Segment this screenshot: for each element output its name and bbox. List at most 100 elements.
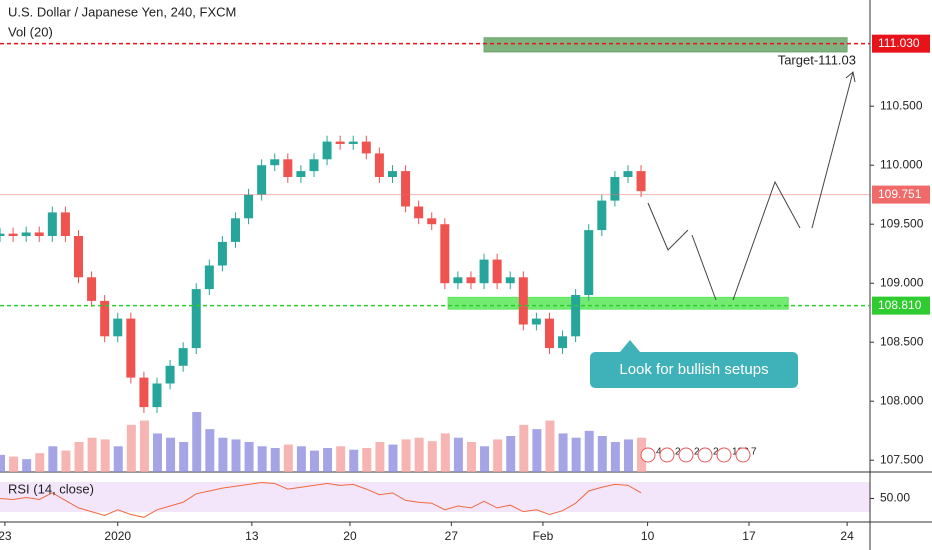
- candle-body: [0, 233, 5, 236]
- candle-body: [610, 177, 620, 201]
- candle-body: [100, 300, 110, 337]
- candle-body: [479, 259, 489, 284]
- arrow: [732, 180, 801, 301]
- volume-bar: [244, 442, 254, 472]
- candle-body: [531, 318, 541, 325]
- candle-body: [270, 159, 280, 166]
- event-badge-text: 4: [656, 447, 662, 458]
- target-label: Target-111.03: [778, 52, 856, 67]
- price-label: 111.030: [878, 36, 920, 50]
- volume-bar: [584, 430, 594, 472]
- volume-bar: [22, 459, 32, 472]
- event-badge-text: 7: [751, 447, 757, 458]
- candle-body: [34, 232, 44, 236]
- y-tick-label: 110.000: [880, 157, 923, 171]
- volume-bar: [231, 439, 241, 472]
- candle-body: [348, 141, 358, 144]
- candle-body: [296, 171, 306, 177]
- volume-bar: [506, 436, 516, 472]
- volume-label: Vol (20): [8, 24, 53, 39]
- event-badge-text: 2: [713, 447, 719, 458]
- candle-body: [401, 171, 411, 207]
- volume-bar: [323, 448, 333, 472]
- volume-bar: [9, 456, 19, 472]
- event-badge: [697, 447, 713, 463]
- callout: [590, 340, 798, 388]
- candle-body: [8, 233, 18, 236]
- volume-bar: [519, 424, 529, 472]
- volume-bar: [205, 429, 215, 472]
- candle-body: [453, 277, 463, 284]
- rsi-band: [0, 482, 870, 512]
- zone: [483, 37, 848, 53]
- volume-bar: [218, 437, 228, 472]
- candle-body: [335, 141, 345, 144]
- callout-text: Look for bullish setups: [619, 361, 768, 378]
- x-tick-label: 24: [840, 529, 854, 543]
- x-tick-label: 13: [245, 529, 259, 543]
- price-label: 108.810: [878, 298, 922, 312]
- event-badge: [716, 447, 732, 463]
- event-badge: [640, 447, 656, 463]
- candle-body: [387, 171, 397, 177]
- y-tick-label: 109.500: [880, 216, 924, 230]
- volume-bar: [270, 448, 280, 472]
- candle-body: [113, 318, 123, 337]
- y-tick-label: 108.500: [880, 334, 924, 348]
- event-badge-text: 2: [675, 447, 681, 458]
- volume-bar: [336, 446, 346, 472]
- volume-bar: [414, 437, 424, 472]
- volume-bar: [440, 433, 450, 472]
- candle-body: [584, 230, 594, 295]
- price-label-box: [872, 34, 930, 53]
- candle-body: [571, 295, 581, 337]
- candle-body: [257, 165, 267, 195]
- volume-bar: [610, 442, 620, 472]
- arrow: [691, 234, 717, 301]
- volume-bar: [126, 424, 136, 472]
- volume-bar: [139, 420, 149, 472]
- candle-body: [518, 277, 528, 325]
- candle-body: [204, 265, 214, 290]
- x-tick-label: 27: [445, 529, 459, 543]
- candle-body: [374, 153, 384, 177]
- candle-body: [440, 224, 450, 284]
- volume-bar: [179, 442, 189, 472]
- volume-bar: [558, 433, 568, 472]
- candle-body: [636, 171, 646, 192]
- x-tick-label: 17: [742, 529, 756, 543]
- volume-bar: [362, 448, 372, 472]
- chart-title: U.S. Dollar / Japanese Yen, 240, FXCM: [8, 4, 236, 19]
- y-tick-label: 108.000: [880, 393, 924, 407]
- y-tick-label: 109.000: [880, 275, 924, 289]
- volume-bar: [74, 442, 84, 472]
- candle-body: [623, 171, 633, 177]
- candle-body: [217, 241, 227, 266]
- rsi-tick-label: 50.00: [880, 491, 910, 505]
- volume-bar: [0, 454, 5, 472]
- volume-bar: [453, 437, 463, 472]
- candle-body: [361, 141, 371, 154]
- volume-bar: [192, 412, 202, 472]
- candle-body: [309, 159, 319, 172]
- candle-body: [87, 277, 97, 301]
- event-badge-text: 2: [694, 447, 700, 458]
- volume-bar: [113, 446, 123, 472]
- volume-bar: [493, 439, 503, 472]
- volume-bar: [480, 446, 490, 472]
- x-tick-label: 23: [0, 529, 12, 543]
- candle-body: [466, 277, 476, 284]
- candle-body: [283, 159, 293, 177]
- event-badge: [735, 447, 751, 463]
- price-label-box: [872, 185, 930, 204]
- volume-bar: [309, 450, 319, 472]
- arrow: [647, 202, 689, 251]
- volume-bar: [166, 437, 176, 472]
- arrow: [811, 71, 854, 229]
- price-label: 109.751: [878, 187, 922, 201]
- projection-arrows: [647, 71, 856, 301]
- volume-bar: [532, 429, 542, 472]
- price-label-box: [872, 296, 930, 315]
